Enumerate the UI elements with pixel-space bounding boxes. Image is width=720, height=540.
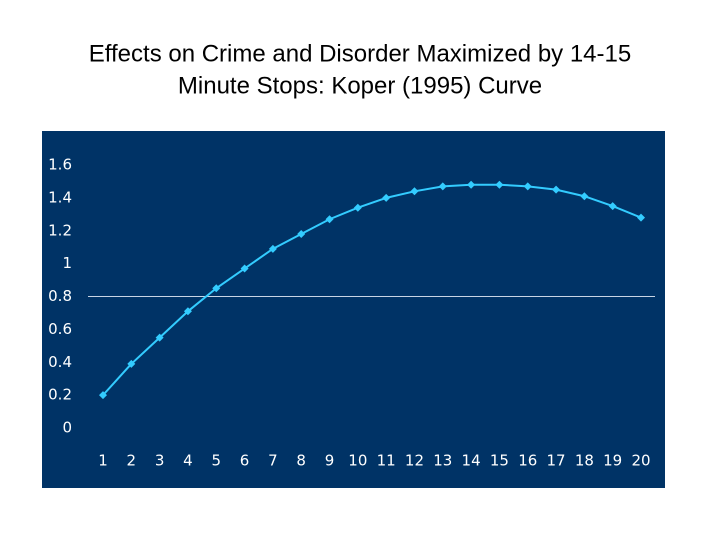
data-point [325, 215, 334, 224]
data-point [99, 391, 107, 400]
x-tick-label: 2 [127, 452, 137, 470]
x-tick-label: 1 [98, 452, 108, 470]
title-line: Effects on Crime and Disorder Maximized … [89, 40, 631, 67]
y-tick-label: 1 [62, 254, 72, 272]
x-tick-label: 3 [155, 452, 165, 470]
x-tick-label: 5 [211, 452, 221, 470]
data-line [102, 183, 642, 396]
y-tick-label: 0.4 [48, 353, 72, 371]
y-tick-label: 0.8 [48, 287, 72, 305]
data-point [183, 307, 192, 316]
data-point [467, 180, 476, 189]
plot-background [42, 131, 665, 488]
x-tick-label: 17 [547, 452, 566, 470]
data-point [212, 284, 221, 293]
x-tick-label: 8 [296, 452, 306, 470]
x-tick-label: 4 [183, 452, 193, 470]
y-tick-label: 0.6 [48, 320, 72, 338]
data-point [552, 185, 561, 194]
data-point [155, 333, 164, 342]
data-point [240, 264, 249, 273]
x-tick-label: 15 [490, 452, 509, 470]
data-point [580, 192, 589, 201]
y-tick-label: 1.4 [48, 188, 72, 206]
x-tick-label: 20 [631, 452, 650, 470]
y-tick-label: 1.6 [48, 156, 72, 174]
x-tick-label: 14 [462, 452, 481, 470]
data-point [438, 182, 447, 191]
x-tick-label: 19 [603, 452, 622, 470]
x-tick-label: 9 [325, 452, 335, 470]
data-point [382, 193, 391, 202]
y-tick-label: 0.2 [48, 386, 72, 404]
x-tick-label: 12 [405, 452, 424, 470]
data-point [127, 359, 136, 368]
x-tick-label: 11 [377, 452, 396, 470]
x-tick-label: 18 [575, 452, 594, 470]
y-tick-label: 0 [62, 419, 72, 437]
title-line: Minute Stops: Koper (1995) Curve [178, 72, 542, 99]
data-point [410, 187, 419, 196]
y-tick-label: 1.2 [48, 221, 72, 239]
data-point [608, 202, 617, 211]
data-point [523, 182, 532, 191]
x-tick-label: 13 [433, 452, 452, 470]
x-tick-label: 10 [348, 452, 367, 470]
data-point [637, 213, 645, 222]
data-point [353, 203, 362, 212]
x-tick-label: 6 [240, 452, 250, 470]
data-point [495, 180, 504, 189]
data-point [297, 230, 306, 239]
data-point [268, 244, 277, 253]
x-tick-label: 7 [268, 452, 278, 470]
x-tick-label: 16 [518, 452, 537, 470]
